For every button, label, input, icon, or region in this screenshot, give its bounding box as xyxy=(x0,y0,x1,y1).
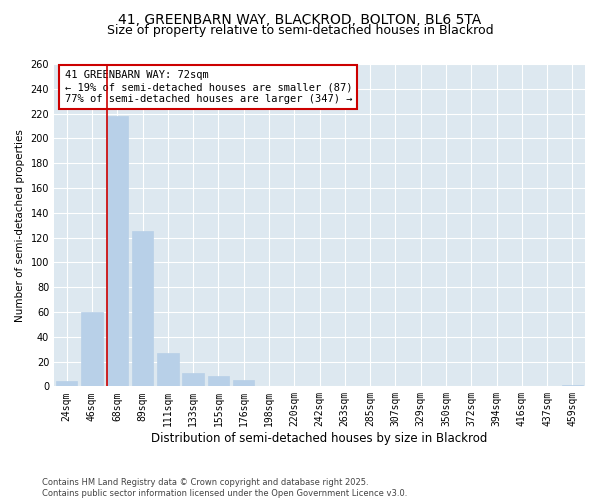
Bar xyxy=(208,376,229,386)
Text: 41, GREENBARN WAY, BLACKROD, BOLTON, BL6 5TA: 41, GREENBARN WAY, BLACKROD, BOLTON, BL6… xyxy=(118,12,482,26)
Text: Contains HM Land Registry data © Crown copyright and database right 2025.
Contai: Contains HM Land Registry data © Crown c… xyxy=(42,478,407,498)
Bar xyxy=(562,385,583,386)
Bar xyxy=(81,312,103,386)
Bar xyxy=(107,116,128,386)
Bar xyxy=(157,353,179,386)
Text: Size of property relative to semi-detached houses in Blackrod: Size of property relative to semi-detach… xyxy=(107,24,493,37)
Bar xyxy=(132,232,153,386)
Bar xyxy=(56,382,77,386)
Text: 41 GREENBARN WAY: 72sqm
← 19% of semi-detached houses are smaller (87)
77% of se: 41 GREENBARN WAY: 72sqm ← 19% of semi-de… xyxy=(65,70,352,104)
Bar xyxy=(182,372,204,386)
X-axis label: Distribution of semi-detached houses by size in Blackrod: Distribution of semi-detached houses by … xyxy=(151,432,488,445)
Y-axis label: Number of semi-detached properties: Number of semi-detached properties xyxy=(15,128,25,322)
Bar xyxy=(233,380,254,386)
